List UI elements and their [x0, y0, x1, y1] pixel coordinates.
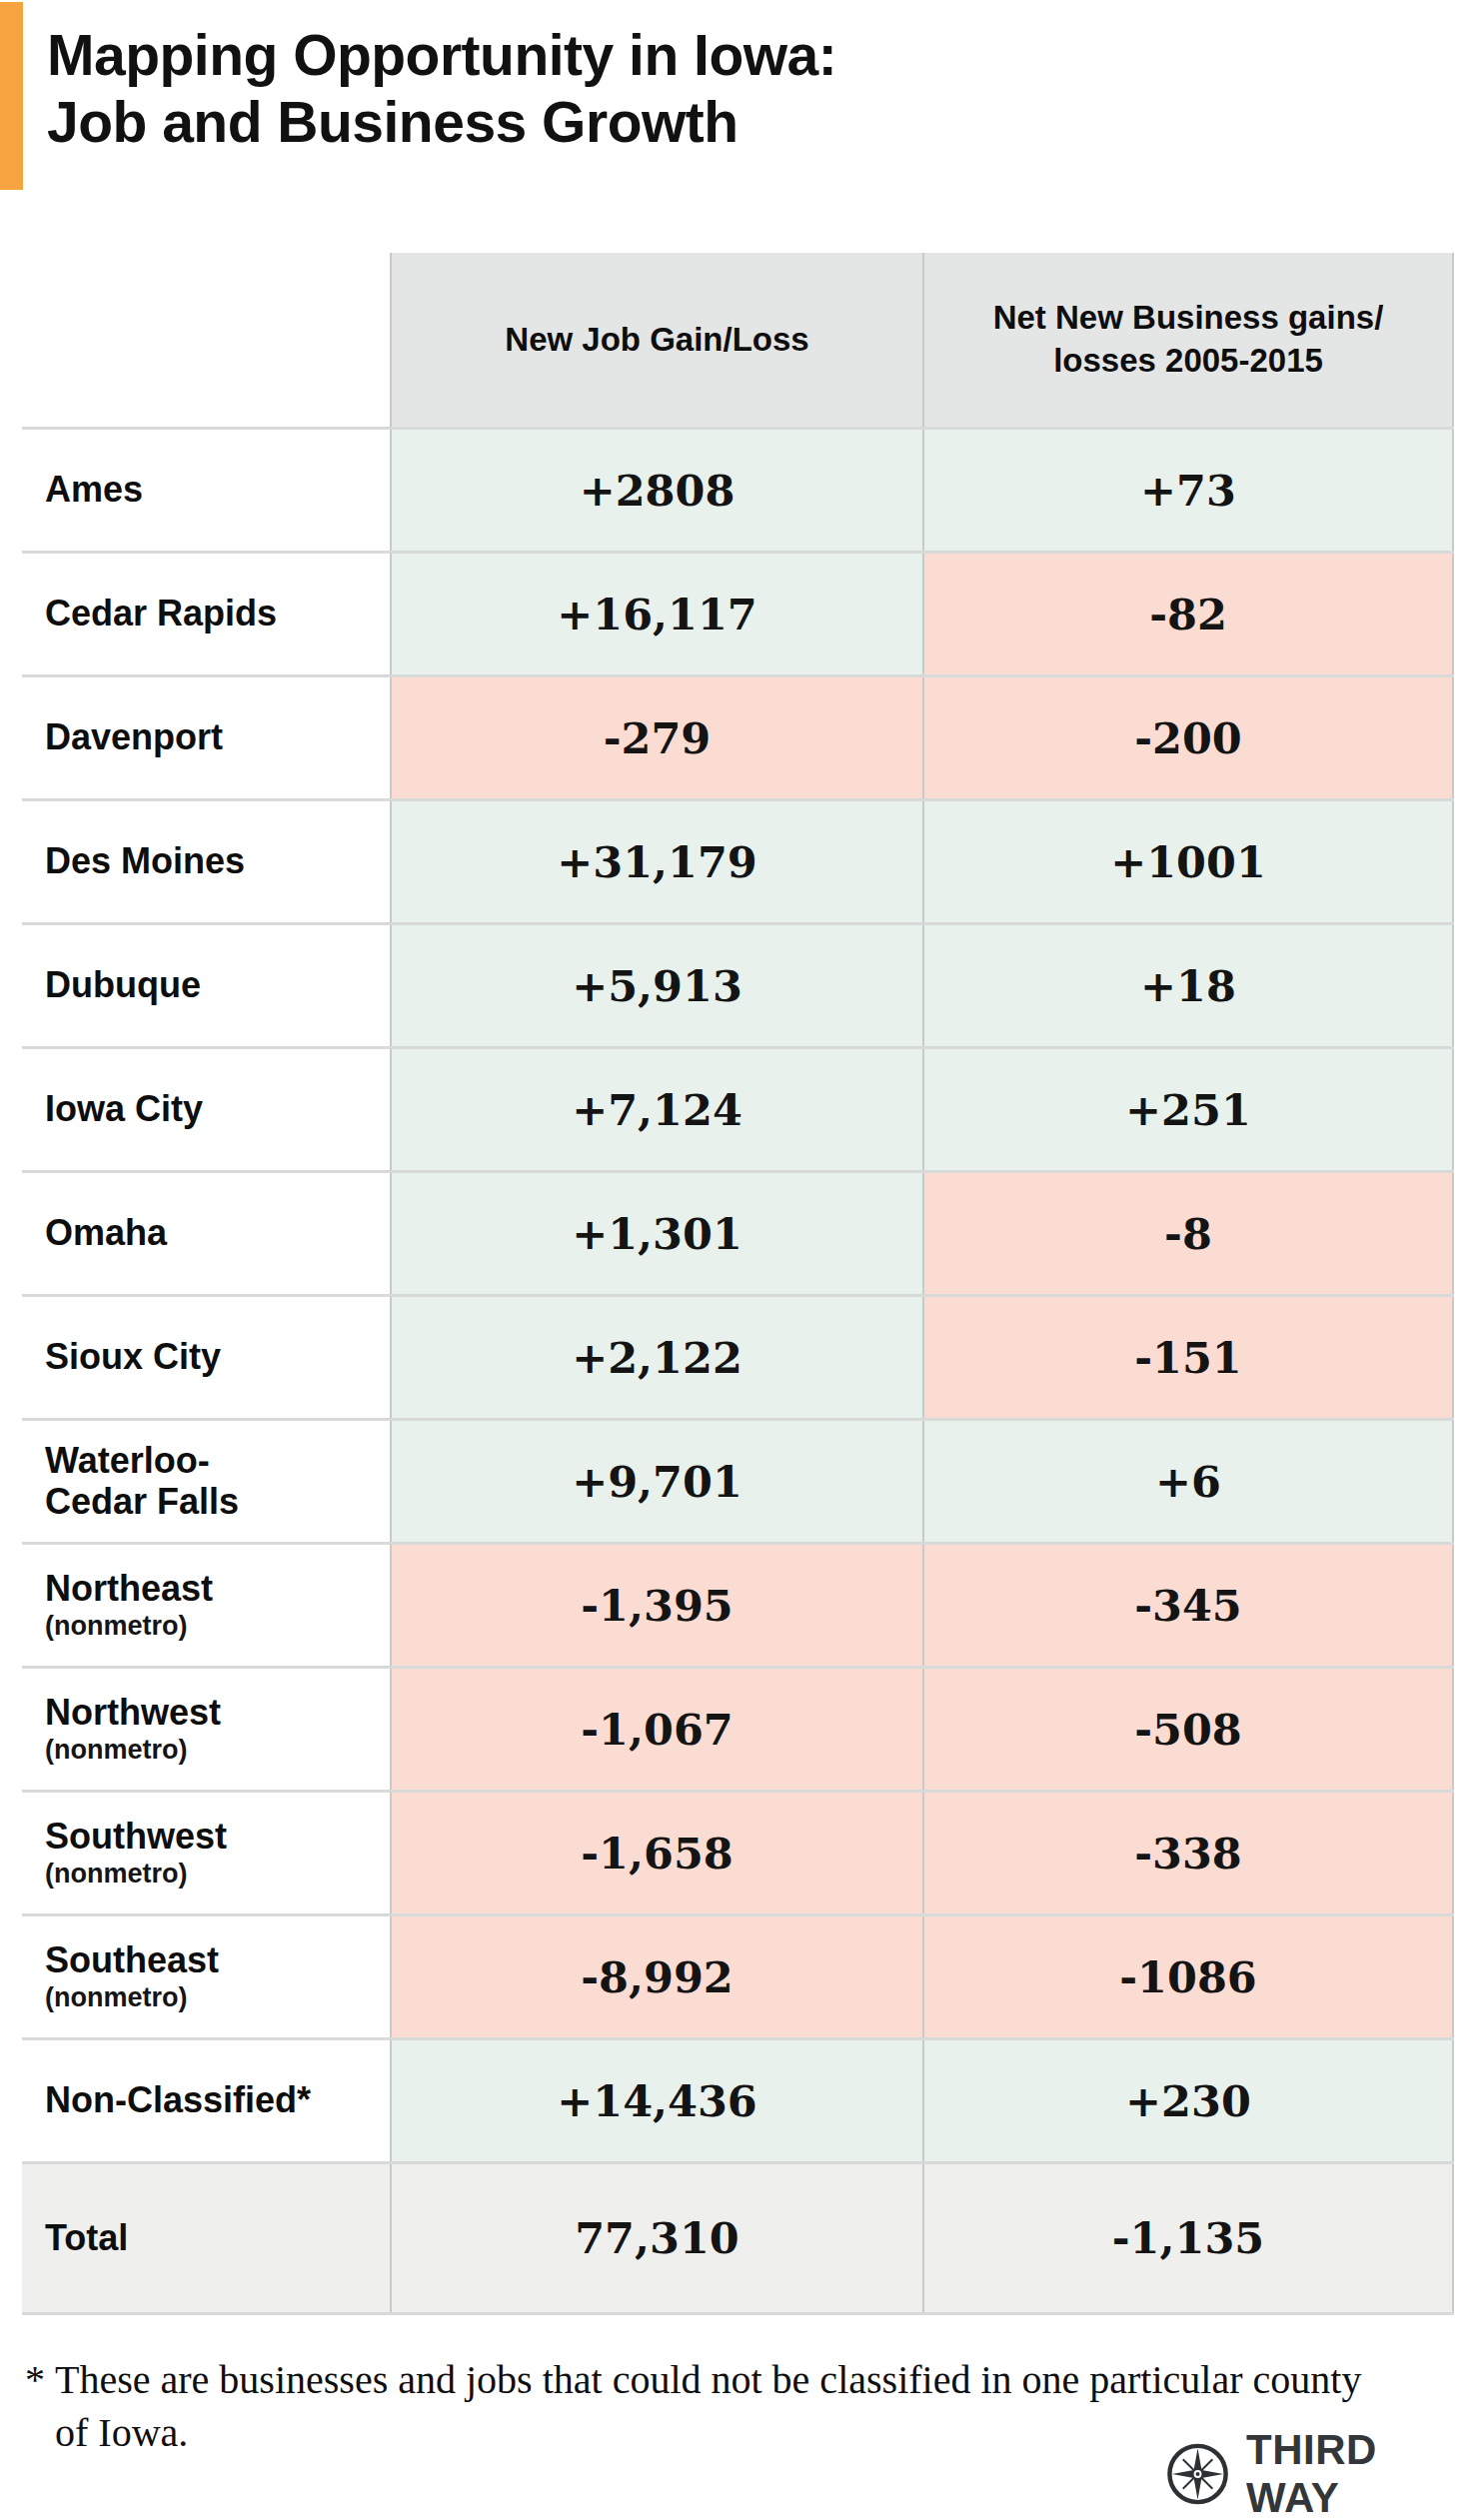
table-row: Northeast (nonmetro) -1,395 -345 — [22, 1542, 1454, 1666]
row-label: Iowa City — [45, 1089, 203, 1129]
row-label: Northeast — [45, 1569, 213, 1609]
cell-job-gain-loss: +2808 — [390, 430, 922, 551]
table-row: Southeast (nonmetro) -8,992 -1086 — [22, 1913, 1454, 2037]
table-row: Non-Classified* +14,436 +230 — [22, 2037, 1454, 2161]
cell-job-gain-loss: +31,179 — [390, 801, 922, 922]
row-label: Northwest — [45, 1693, 221, 1733]
row-label-cell: Northeast (nonmetro) — [22, 1545, 390, 1666]
row-sublabel: (nonmetro) — [45, 1736, 221, 1766]
row-label-cell: Iowa City — [22, 1049, 390, 1170]
cell-job-gain-loss: -1,067 — [390, 1669, 922, 1790]
column-header-jobs: New Job Gain/Loss — [390, 253, 922, 427]
table-row: Waterloo- Cedar Falls +9,701 +6 — [22, 1418, 1454, 1542]
table-row: Cedar Rapids +16,117 -82 — [22, 551, 1454, 674]
third-way-logo: THIRD WAY — [1165, 2426, 1479, 2520]
cell-business-gain-loss: +230 — [922, 2040, 1454, 2161]
cell-business-gain-loss: +251 — [922, 1049, 1454, 1170]
table-row: Iowa City +7,124 +251 — [22, 1046, 1454, 1170]
row-label: Des Moines — [45, 841, 245, 881]
compass-rose-icon — [1165, 2441, 1230, 2507]
table-row: Northwest (nonmetro) -1,067 -508 — [22, 1666, 1454, 1790]
footnote-asterisk: * — [25, 2354, 45, 2460]
row-label: Southeast — [45, 1940, 219, 1980]
table-row: Davenport -279 -200 — [22, 674, 1454, 798]
cell-job-gain-loss: +1,301 — [390, 1173, 922, 1294]
column-header-business: Net New Business gains/ losses 2005-2015 — [922, 253, 1454, 427]
row-label: Sioux City — [45, 1337, 221, 1377]
cell-business-gain-loss: -345 — [922, 1545, 1454, 1666]
row-label-cell: Sioux City — [22, 1297, 390, 1418]
cell-business-gain-loss: -508 — [922, 1669, 1454, 1790]
row-label: Ames — [45, 470, 143, 510]
row-label-cell: Waterloo- Cedar Falls — [22, 1421, 390, 1542]
row-label-cell: Non-Classified* — [22, 2040, 390, 2161]
infographic-page: Mapping Opportunity in Iowa: Job and Bus… — [0, 0, 1479, 2520]
cell-job-gain-loss: +16,117 — [390, 554, 922, 674]
row-label: Southwest — [45, 1817, 227, 1857]
row-label: Non-Classified* — [45, 2080, 311, 2120]
cell-job-gain-loss: -1,658 — [390, 1793, 922, 1913]
cell-business-gain-loss: +1001 — [922, 801, 1454, 922]
row-sublabel: (nonmetro) — [45, 1612, 213, 1642]
row-label: Cedar Rapids — [45, 594, 277, 633]
cell-business-gain-loss: +18 — [922, 925, 1454, 1046]
table-row: Omaha +1,301 -8 — [22, 1170, 1454, 1294]
row-label-cell: Northwest (nonmetro) — [22, 1669, 390, 1790]
cell-business-gain-loss: -1086 — [922, 1916, 1454, 2037]
cell-job-gain-loss: -8,992 — [390, 1916, 922, 2037]
cell-business-gain-loss: -338 — [922, 1793, 1454, 1913]
cell-business-gain-loss: -1,135 — [922, 2164, 1454, 2312]
row-label: Omaha — [45, 1213, 167, 1253]
row-label-cell: Ames — [22, 430, 390, 551]
row-sublabel: (nonmetro) — [45, 1860, 227, 1890]
row-label-cell: Dubuque — [22, 925, 390, 1046]
cell-business-gain-loss: -8 — [922, 1173, 1454, 1294]
data-table: New Job Gain/Loss Net New Business gains… — [22, 253, 1454, 2315]
cell-business-gain-loss: +6 — [922, 1421, 1454, 1542]
cell-job-gain-loss: -1,395 — [390, 1545, 922, 1666]
cell-job-gain-loss: +9,701 — [390, 1421, 922, 1542]
row-label: Waterloo- Cedar Falls — [45, 1441, 239, 1522]
table-row: Ames +2808 +73 — [22, 427, 1454, 551]
row-label-cell: Davenport — [22, 677, 390, 798]
row-label-cell: Des Moines — [22, 801, 390, 922]
row-label-cell: Southeast (nonmetro) — [22, 1916, 390, 2037]
row-label-cell: Total — [22, 2164, 390, 2312]
table-row: Total 77,310 -1,135 — [22, 2161, 1454, 2315]
table-row: Southwest (nonmetro) -1,658 -338 — [22, 1790, 1454, 1913]
row-sublabel: (nonmetro) — [45, 1983, 219, 2013]
cell-job-gain-loss: -279 — [390, 677, 922, 798]
row-label: Total — [45, 2218, 128, 2258]
logo-text: THIRD WAY — [1246, 2426, 1479, 2520]
table-row: Dubuque +5,913 +18 — [22, 922, 1454, 1046]
cell-job-gain-loss: +14,436 — [390, 2040, 922, 2161]
row-label-cell: Omaha — [22, 1173, 390, 1294]
table-header-row: New Job Gain/Loss Net New Business gains… — [22, 253, 1454, 427]
accent-bar — [0, 2, 23, 190]
cell-job-gain-loss: +7,124 — [390, 1049, 922, 1170]
cell-business-gain-loss: +73 — [922, 430, 1454, 551]
row-label-cell: Southwest (nonmetro) — [22, 1793, 390, 1913]
table-row: Des Moines +31,179 +1001 — [22, 798, 1454, 922]
cell-business-gain-loss: -82 — [922, 554, 1454, 674]
row-label: Dubuque — [45, 965, 201, 1005]
cell-business-gain-loss: -151 — [922, 1297, 1454, 1418]
cell-job-gain-loss: 77,310 — [390, 2164, 922, 2312]
header-spacer-cell — [22, 253, 390, 427]
cell-job-gain-loss: +5,913 — [390, 925, 922, 1046]
cell-job-gain-loss: +2,122 — [390, 1297, 922, 1418]
row-label: Davenport — [45, 717, 223, 757]
table-row: Sioux City +2,122 -151 — [22, 1294, 1454, 1418]
cell-business-gain-loss: -200 — [922, 677, 1454, 798]
page-title: Mapping Opportunity in Iowa: Job and Bus… — [47, 22, 836, 157]
row-label-cell: Cedar Rapids — [22, 554, 390, 674]
